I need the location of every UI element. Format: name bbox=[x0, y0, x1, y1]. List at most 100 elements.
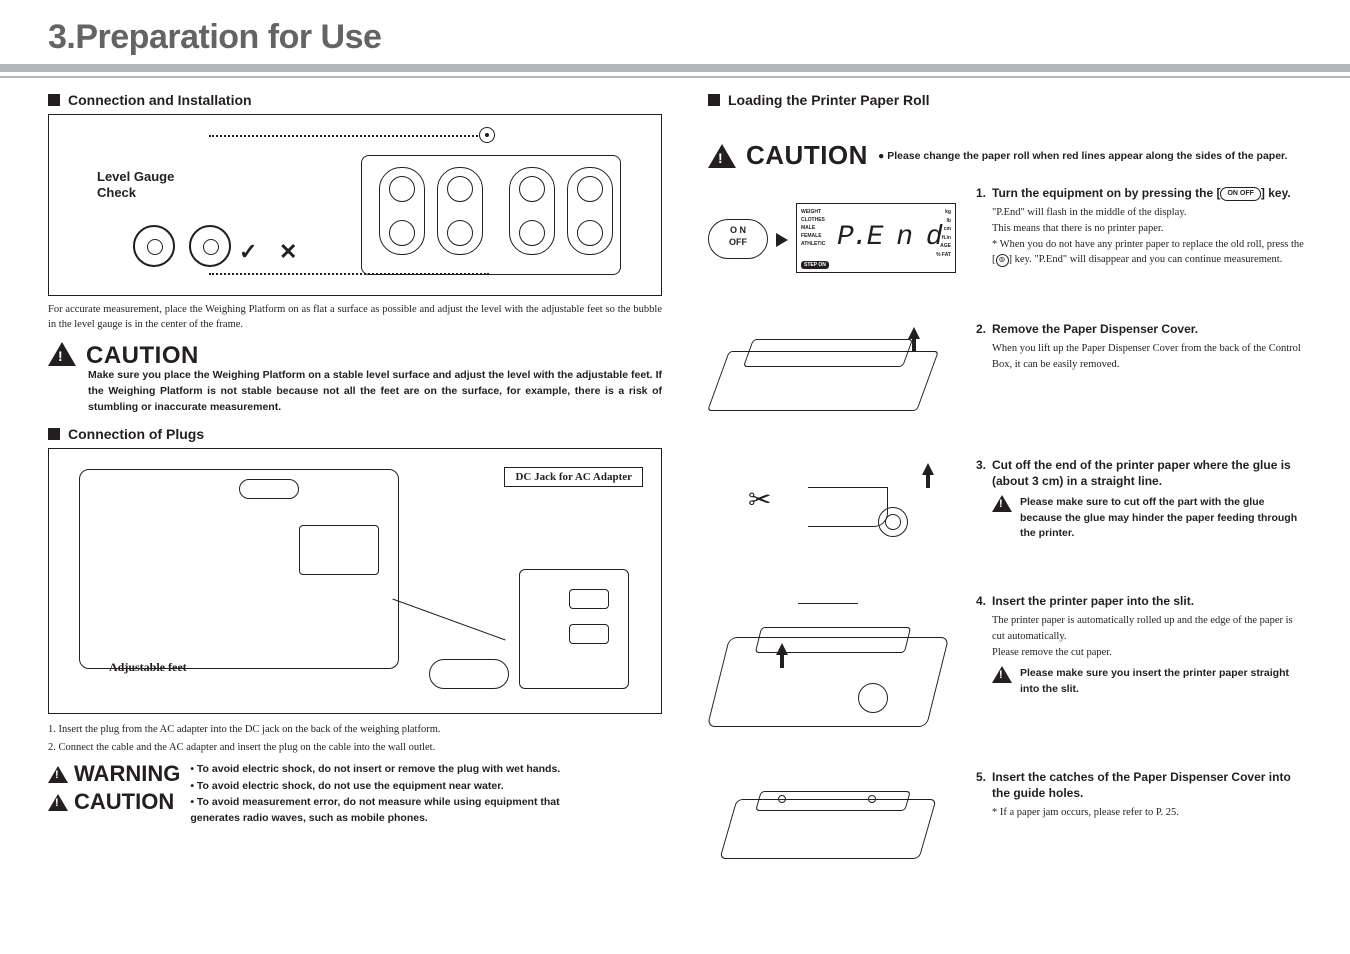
caution-body: Make sure you place the Weighing Platfor… bbox=[88, 368, 662, 415]
title-rule-thin bbox=[0, 76, 1350, 78]
warning-word: WARNING bbox=[74, 761, 180, 787]
figure-level-gauge: Level Gauge Check ✓ ✕ bbox=[48, 114, 662, 296]
step-number: 2. bbox=[976, 321, 986, 337]
step-1: O N OFF WEIGHT CLOTHES MALE FEMALE ATHLE… bbox=[708, 185, 1308, 295]
onoff-key-icon: ON OFF bbox=[1220, 187, 1260, 201]
step-4-caution-text: Please make sure you insert the printer … bbox=[1020, 666, 1308, 696]
section-marker bbox=[48, 94, 60, 106]
warning-triangle-icon bbox=[48, 794, 68, 811]
lcd-display: WEIGHT CLOTHES MALE FEMALE ATHLETIC kg l… bbox=[796, 203, 956, 273]
scissors-icon: ✂ bbox=[748, 483, 771, 516]
footpad bbox=[379, 167, 425, 255]
plug-step-2: 2. Connect the cable and the AC adapter … bbox=[48, 740, 662, 757]
gauge-bubble-top bbox=[479, 127, 495, 143]
step-4-caution: Please make sure you insert the printer … bbox=[992, 666, 1308, 696]
step-4-figure bbox=[708, 593, 958, 743]
step-number: 4. bbox=[976, 593, 986, 609]
step-heading: Cut off the end of the printer paper whe… bbox=[992, 457, 1308, 489]
dispenser-cover-drawing bbox=[743, 339, 913, 367]
step-2-figure bbox=[708, 321, 958, 431]
lift-arrow-icon bbox=[908, 327, 920, 339]
paper-strip-drawing bbox=[798, 603, 858, 604]
arrow-right-icon bbox=[776, 233, 788, 247]
section-connection-installation: Connection and Installation bbox=[48, 92, 662, 108]
caution-word: CAUTION bbox=[746, 140, 868, 171]
lcd-left-labels: WEIGHT CLOTHES MALE FEMALE ATHLETIC bbox=[801, 208, 825, 248]
step-3-caution: Please make sure to cut off the part wit… bbox=[992, 495, 1308, 541]
check-icon: ✓ bbox=[239, 239, 257, 265]
step-4-description: The printer paper is automatically rolle… bbox=[992, 613, 1308, 660]
warning-triangle-icon bbox=[48, 342, 76, 366]
gauge-incorrect bbox=[189, 225, 231, 267]
caution-banner: CAUTION ● Please change the paper roll w… bbox=[708, 140, 1308, 171]
step-3: ✂ 3. Cut off the end of the printer pape… bbox=[708, 457, 1308, 567]
lcd-segment-text: P.E n d bbox=[837, 222, 941, 253]
gauge-correct bbox=[133, 225, 175, 267]
step-heading: Insert the printer paper into the slit. bbox=[992, 593, 1194, 609]
caution-banner-note: ● Please change the paper roll when red … bbox=[878, 150, 1288, 162]
step-1-figure: O N OFF WEIGHT CLOTHES MALE FEMALE ATHLE… bbox=[708, 185, 958, 295]
step-1-body: 1. Turn the equipment on by pressing the… bbox=[976, 185, 1308, 295]
paper-tail-drawing bbox=[808, 487, 888, 527]
title-rule-thick bbox=[0, 64, 1350, 72]
socket-drawing bbox=[569, 589, 609, 609]
step-5: 5. Insert the catches of the Paper Dispe… bbox=[708, 769, 1308, 879]
off-label: OFF bbox=[709, 237, 767, 249]
catch-drawing bbox=[868, 795, 876, 803]
step-number: 3. bbox=[976, 457, 986, 489]
level-note-text: For accurate measurement, place the Weig… bbox=[48, 302, 662, 332]
step-heading: Turn the equipment on by pressing the [ … bbox=[992, 185, 1291, 201]
warning-caution-block: WARNING CAUTION • To avoid electric shoc… bbox=[48, 761, 662, 826]
caution-block: CAUTION bbox=[48, 342, 662, 370]
footpad bbox=[567, 167, 613, 255]
section-marker bbox=[708, 94, 720, 106]
warning-triangle-icon bbox=[992, 666, 1012, 683]
section-connection-plugs: Connection of Plugs bbox=[48, 426, 662, 442]
footpad bbox=[509, 167, 555, 255]
warning-triangle-icon bbox=[48, 766, 68, 783]
step-1-description: "P.End" will flash in the middle of the … bbox=[992, 205, 1308, 268]
bullet: • To avoid electric shock, do not insert… bbox=[190, 761, 610, 777]
step-3-caution-text: Please make sure to cut off the part wit… bbox=[1020, 495, 1308, 541]
step-3-figure: ✂ bbox=[708, 457, 958, 567]
onoff-button-drawing: O N OFF bbox=[708, 219, 768, 259]
warning-bullets: • To avoid electric shock, do not insert… bbox=[190, 761, 610, 826]
gauge-dotted-line bbox=[209, 135, 489, 137]
section-title: Connection of Plugs bbox=[68, 426, 204, 442]
paper-roll-drawing bbox=[858, 683, 888, 713]
figure-plugs: DC Jack for AC Adapter Adjustable feet bbox=[48, 448, 662, 714]
caution-word: CAUTION bbox=[86, 342, 199, 370]
step-on-badge: STEP ON bbox=[801, 261, 829, 269]
section-title: Loading the Printer Paper Roll bbox=[728, 92, 929, 108]
left-column: Connection and Installation Level Gauge … bbox=[48, 92, 662, 826]
section-title: Connection and Installation bbox=[68, 92, 252, 108]
level-gauge-label: Level Gauge Check bbox=[97, 169, 174, 200]
arrow-icon bbox=[922, 463, 934, 475]
section-loading-paper: Loading the Printer Paper Roll bbox=[708, 92, 1308, 108]
step-4-body: 4. Insert the printer paper into the sli… bbox=[976, 593, 1308, 743]
warning-triangle-icon bbox=[992, 495, 1012, 512]
step-2-body: 2. Remove the Paper Dispenser Cover. Whe… bbox=[976, 321, 1308, 431]
step-2-description: When you lift up the Paper Dispenser Cov… bbox=[992, 341, 1308, 373]
step-5-figure bbox=[708, 769, 958, 879]
footpad bbox=[437, 167, 483, 255]
step-4: 4. Insert the printer paper into the sli… bbox=[708, 593, 1308, 743]
bullet: • To avoid electric shock, do not use th… bbox=[190, 778, 610, 794]
feed-key-icon: ⊚ bbox=[996, 254, 1009, 267]
gauge-drawing bbox=[239, 479, 299, 499]
plug-step-1: 1. Insert the plug from the AC adapter i… bbox=[48, 722, 662, 739]
step-2: 2. Remove the Paper Dispenser Cover. Whe… bbox=[708, 321, 1308, 431]
caution-word: CAUTION bbox=[74, 789, 174, 815]
step-heading: Remove the Paper Dispenser Cover. bbox=[992, 321, 1198, 337]
jack-drawing bbox=[299, 525, 379, 575]
socket-drawing bbox=[569, 624, 609, 644]
step-number: 1. bbox=[976, 185, 986, 201]
right-column: Loading the Printer Paper Roll CAUTION ●… bbox=[708, 92, 1308, 879]
plug-drawing bbox=[429, 659, 509, 689]
page-title: 3.Preparation for Use bbox=[48, 18, 381, 57]
x-icon: ✕ bbox=[279, 239, 297, 265]
insert-arrow-icon bbox=[776, 643, 788, 655]
step-heading: Insert the catches of the Paper Dispense… bbox=[992, 769, 1308, 801]
cable-drawing bbox=[392, 598, 505, 640]
on-label: O N bbox=[709, 225, 767, 237]
